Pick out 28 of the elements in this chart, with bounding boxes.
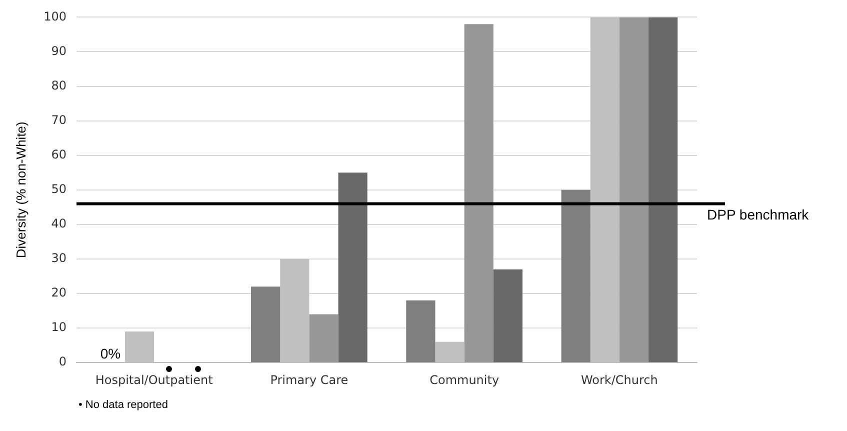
bar xyxy=(619,17,649,362)
bar xyxy=(309,314,338,362)
y-tick-label: 10 xyxy=(51,320,67,334)
ref-line-label: DPP benchmark xyxy=(707,206,810,223)
bar xyxy=(648,17,678,362)
y-tick-label: 60 xyxy=(51,147,67,162)
x-tick-label: Community xyxy=(430,372,500,387)
bar xyxy=(464,24,494,362)
x-tick-label: Hospital/Outpatient xyxy=(95,372,214,387)
y-axis-title: Diversity (% non-White) xyxy=(13,122,28,258)
y-tick-label: 50 xyxy=(51,182,67,196)
x-tick-label: Work/Church xyxy=(580,372,658,387)
annotation: 0% xyxy=(100,345,121,362)
y-tick-label: 30 xyxy=(51,251,67,266)
y-tick-label: 0 xyxy=(58,354,67,369)
y-tick-label: 100 xyxy=(44,9,67,24)
bar xyxy=(406,300,436,362)
x-tick-label: Primary Care xyxy=(270,372,348,387)
bar xyxy=(561,190,590,362)
text: • No data reported xyxy=(78,399,168,412)
y-tick-label: 40 xyxy=(51,216,67,231)
bar xyxy=(338,172,368,362)
bar xyxy=(251,286,280,362)
y-tick-label: 80 xyxy=(51,78,67,92)
bar xyxy=(493,269,522,362)
y-tick-label: 90 xyxy=(51,44,67,58)
y-tick-label: 20 xyxy=(51,286,67,300)
y-tick-label: 70 xyxy=(51,112,67,127)
